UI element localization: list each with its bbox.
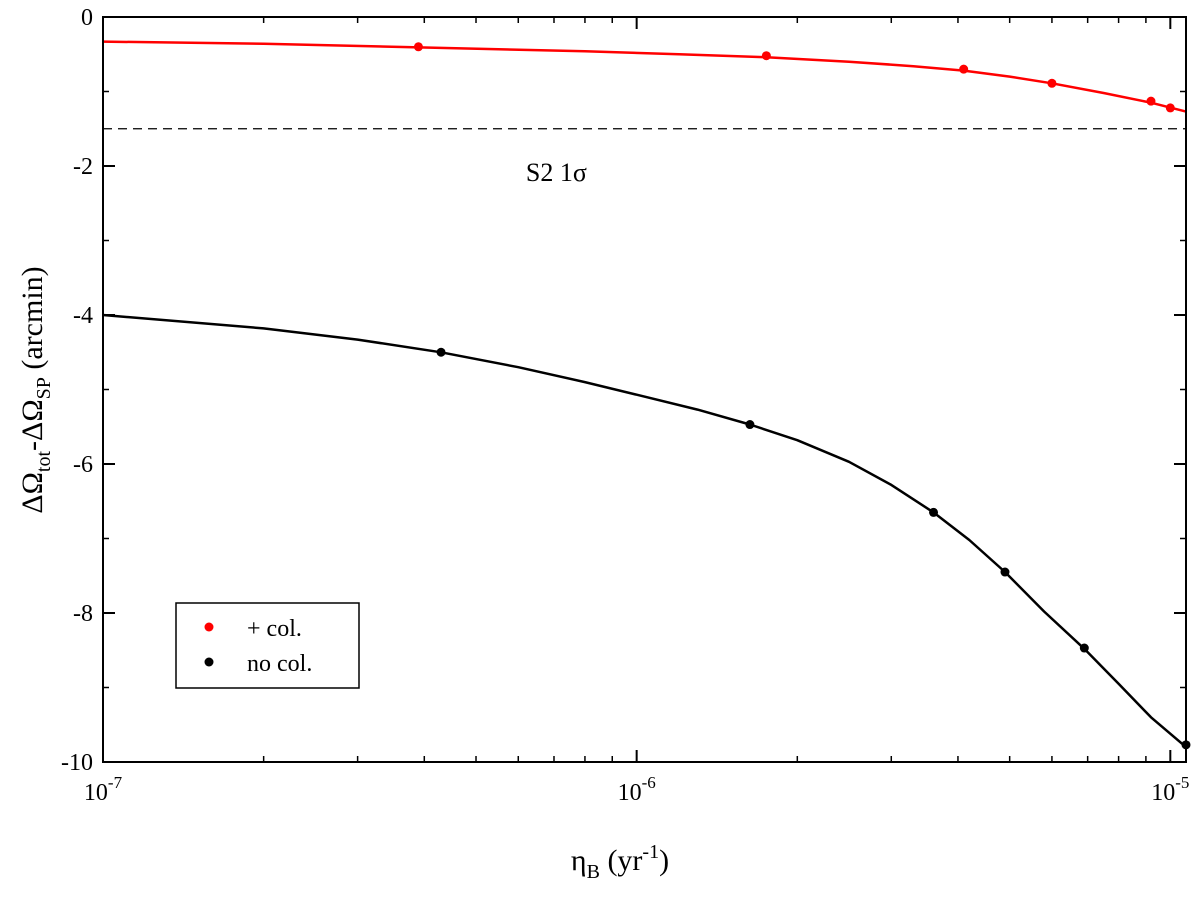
series-line-0 [102, 40, 1187, 113]
x-tick-label-1: 10-6 [618, 773, 656, 806]
series-0-point-2 [959, 64, 969, 74]
legend-marker-no-col [204, 657, 214, 667]
series-0-point-4 [1146, 96, 1156, 106]
plot-area: S2 1σ [102, 40, 1191, 750]
y-tick-label-2: -4 [73, 303, 93, 329]
x-tick-label-2: 10-5 [1151, 773, 1189, 806]
hline-label: S2 1σ [526, 158, 587, 187]
series-line-1 [102, 313, 1187, 749]
legend-box [175, 602, 360, 689]
series-0-point-0 [413, 42, 423, 52]
series-1-point-0 [436, 347, 446, 357]
x-axis-label: ηB (yr-1) [571, 841, 669, 883]
y-tick-label-5: -10 [61, 750, 93, 776]
legend: + col. no col. [175, 602, 360, 689]
legend-label-plus-col: + col. [247, 616, 302, 642]
y-tick-label-1: -2 [73, 154, 93, 180]
series-1-point-2 [929, 507, 939, 517]
legend-label-no-col: no col. [247, 651, 312, 677]
y-tick-label-4: -8 [73, 601, 93, 627]
series-1-point-1 [745, 420, 755, 430]
y-tick-label-3: -6 [73, 452, 93, 478]
x-tick-label-0: 10-7 [84, 773, 123, 806]
series-0-point-3 [1047, 78, 1057, 88]
series-0-point-5 [1165, 103, 1175, 113]
legend-marker-plus-col [204, 622, 214, 632]
y-tick-label-0: 0 [81, 5, 93, 31]
series-1-point-3 [1000, 567, 1010, 577]
y-axis-label: ΔΩtot-ΔΩSP (arcmin) [16, 266, 55, 513]
series-1-point-4 [1079, 643, 1089, 653]
series-0-point-1 [761, 51, 771, 61]
